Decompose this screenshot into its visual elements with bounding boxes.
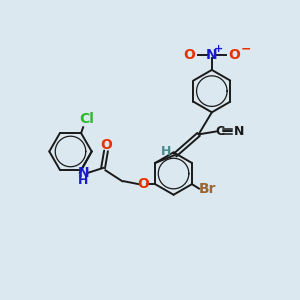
Text: Br: Br xyxy=(199,182,216,196)
Text: O: O xyxy=(101,138,112,152)
Text: H: H xyxy=(78,174,88,188)
Text: N: N xyxy=(233,125,244,138)
Text: H: H xyxy=(161,145,171,158)
Text: O: O xyxy=(183,48,195,62)
Text: +: + xyxy=(214,44,223,54)
Text: N: N xyxy=(77,166,89,180)
Text: N: N xyxy=(206,48,218,62)
Text: Cl: Cl xyxy=(80,112,94,126)
Text: C: C xyxy=(216,125,225,138)
Text: −: − xyxy=(240,42,251,55)
Text: O: O xyxy=(229,48,240,62)
Text: O: O xyxy=(137,177,149,191)
